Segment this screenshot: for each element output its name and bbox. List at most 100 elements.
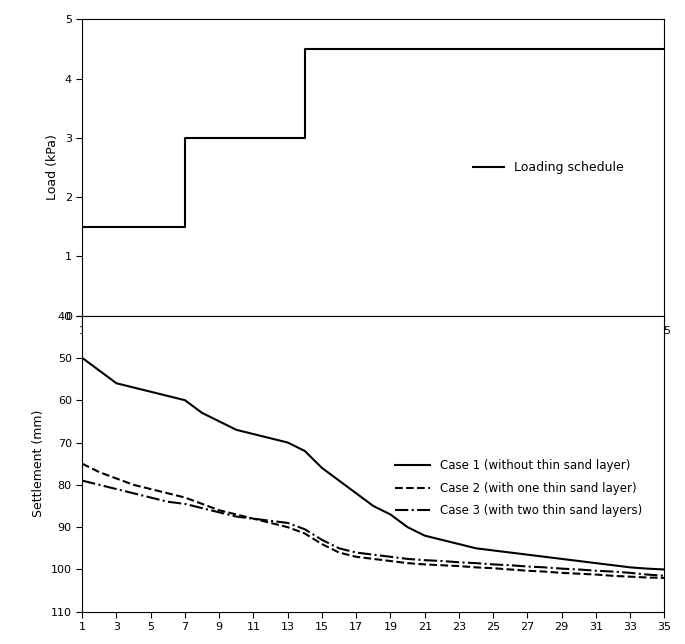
Case 3 (with two thin sand layers) (181, 500, 189, 507)
Case 3 (with two thin sand layers) (112, 485, 121, 493)
Case 1 (without thin sand layer) (643, 565, 651, 573)
Case 1 (without thin sand layer) (403, 524, 412, 531)
Case 1 (without thin sand layer) (301, 447, 309, 455)
Case 1 (without thin sand layer) (558, 555, 566, 563)
Case 3 (with two thin sand layers) (421, 556, 429, 564)
Case 1 (without thin sand layer) (318, 464, 326, 472)
Case 1 (without thin sand layer) (129, 384, 138, 392)
Case 3 (with two thin sand layers) (660, 572, 669, 580)
Case 1 (without thin sand layer) (78, 354, 86, 362)
Case 1 (without thin sand layer) (592, 559, 600, 567)
Case 3 (with two thin sand layers) (643, 571, 651, 578)
Case 3 (with two thin sand layers) (352, 549, 360, 556)
Case 2 (with one thin sand layer) (318, 540, 326, 548)
Case 1 (without thin sand layer) (421, 532, 429, 540)
Case 3 (with two thin sand layers) (232, 513, 240, 520)
Case 3 (with two thin sand layers) (386, 553, 395, 561)
Line: Case 1 (without thin sand layer): Case 1 (without thin sand layer) (82, 358, 664, 569)
Case 2 (with one thin sand layer) (181, 494, 189, 502)
Case 1 (without thin sand layer) (506, 549, 514, 556)
Case 3 (with two thin sand layers) (301, 526, 309, 533)
Case 3 (with two thin sand layers) (626, 569, 634, 577)
Case 2 (with one thin sand layer) (489, 564, 497, 572)
Case 1 (without thin sand layer) (438, 536, 446, 544)
Case 1 (without thin sand layer) (266, 435, 275, 442)
Case 1 (without thin sand layer) (335, 477, 343, 484)
Case 2 (with one thin sand layer) (232, 511, 240, 518)
Case 1 (without thin sand layer) (352, 489, 360, 497)
Case 1 (without thin sand layer) (249, 430, 258, 438)
Y-axis label: Load (kPa): Load (kPa) (46, 135, 59, 200)
Case 3 (with two thin sand layers) (592, 567, 600, 574)
Case 2 (with one thin sand layer) (540, 568, 549, 576)
Case 3 (with two thin sand layers) (147, 494, 155, 502)
Case 3 (with two thin sand layers) (249, 515, 258, 522)
Case 1 (without thin sand layer) (609, 562, 617, 569)
Case 3 (with two thin sand layers) (609, 568, 617, 576)
Case 3 (with two thin sand layers) (506, 562, 514, 569)
Case 1 (without thin sand layer) (198, 409, 206, 417)
Case 3 (with two thin sand layers) (129, 489, 138, 497)
Case 2 (with one thin sand layer) (558, 569, 566, 577)
Case 2 (with one thin sand layer) (112, 475, 121, 482)
Case 3 (with two thin sand layers) (318, 536, 326, 544)
Legend: Loading schedule: Loading schedule (468, 156, 629, 179)
Case 2 (with one thin sand layer) (609, 572, 617, 580)
Case 1 (without thin sand layer) (95, 366, 103, 374)
Case 1 (without thin sand layer) (523, 551, 532, 558)
Case 2 (with one thin sand layer) (455, 562, 463, 570)
Case 2 (with one thin sand layer) (301, 529, 309, 537)
Case 3 (with two thin sand layers) (78, 477, 86, 484)
Case 2 (with one thin sand layer) (626, 573, 634, 580)
Case 3 (with two thin sand layers) (575, 565, 583, 573)
Case 3 (with two thin sand layers) (215, 509, 223, 516)
Case 3 (with two thin sand layers) (369, 551, 377, 558)
Case 2 (with one thin sand layer) (249, 515, 258, 522)
Case 1 (without thin sand layer) (164, 392, 172, 400)
Case 1 (without thin sand layer) (215, 417, 223, 425)
Case 3 (with two thin sand layers) (523, 563, 532, 571)
Case 3 (with two thin sand layers) (335, 544, 343, 552)
Case 1 (without thin sand layer) (386, 511, 395, 518)
Case 3 (with two thin sand layers) (540, 564, 549, 571)
Case 3 (with two thin sand layers) (455, 558, 463, 566)
Case 1 (without thin sand layer) (147, 388, 155, 395)
Line: Case 2 (with one thin sand layer): Case 2 (with one thin sand layer) (82, 464, 664, 578)
Line: Case 3 (with two thin sand layers): Case 3 (with two thin sand layers) (82, 480, 664, 576)
Case 2 (with one thin sand layer) (147, 485, 155, 493)
Case 2 (with one thin sand layer) (352, 553, 360, 561)
Case 2 (with one thin sand layer) (215, 506, 223, 514)
Case 2 (with one thin sand layer) (284, 524, 292, 531)
Case 1 (without thin sand layer) (455, 540, 463, 548)
Case 2 (with one thin sand layer) (164, 489, 172, 497)
Case 2 (with one thin sand layer) (129, 481, 138, 489)
Case 3 (with two thin sand layers) (472, 559, 480, 567)
Case 2 (with one thin sand layer) (592, 571, 600, 578)
Case 2 (with one thin sand layer) (198, 500, 206, 507)
Case 2 (with one thin sand layer) (78, 460, 86, 468)
Case 2 (with one thin sand layer) (660, 574, 669, 582)
Case 1 (without thin sand layer) (181, 396, 189, 404)
X-axis label: Time (day): Time (day) (340, 341, 407, 355)
Case 3 (with two thin sand layers) (284, 519, 292, 527)
Legend: Case 1 (without thin sand layer), Case 2 (with one thin sand layer), Case 3 (wit: Case 1 (without thin sand layer), Case 2… (390, 455, 647, 522)
Case 2 (with one thin sand layer) (386, 557, 395, 565)
Case 3 (with two thin sand layers) (438, 557, 446, 565)
Case 2 (with one thin sand layer) (523, 567, 532, 574)
Case 3 (with two thin sand layers) (95, 481, 103, 489)
Case 1 (without thin sand layer) (540, 553, 549, 561)
Case 2 (with one thin sand layer) (575, 570, 583, 578)
Case 1 (without thin sand layer) (232, 426, 240, 433)
Case 3 (with two thin sand layers) (198, 504, 206, 512)
Case 3 (with two thin sand layers) (403, 555, 412, 563)
Case 2 (with one thin sand layer) (643, 574, 651, 582)
Y-axis label: Settlement (mm): Settlement (mm) (32, 410, 45, 517)
Case 1 (without thin sand layer) (112, 379, 121, 387)
Case 2 (with one thin sand layer) (421, 560, 429, 568)
Case 1 (without thin sand layer) (472, 544, 480, 552)
Case 3 (with two thin sand layers) (266, 517, 275, 525)
Case 3 (with two thin sand layers) (164, 498, 172, 506)
Case 2 (with one thin sand layer) (335, 549, 343, 556)
Case 2 (with one thin sand layer) (369, 555, 377, 563)
Case 3 (with two thin sand layers) (558, 565, 566, 573)
